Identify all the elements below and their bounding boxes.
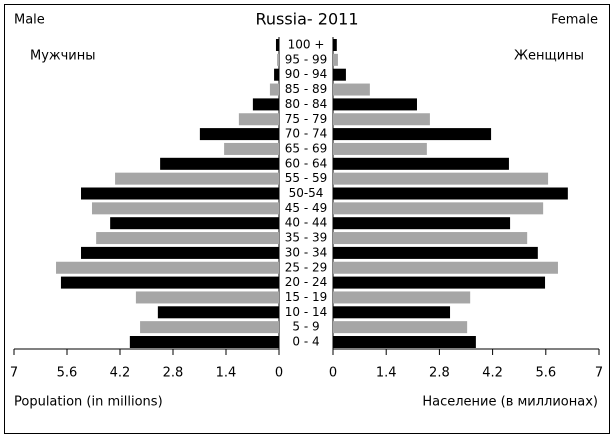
x-tick-label: 5.6 bbox=[535, 366, 556, 381]
x-tick-label: 7 bbox=[595, 366, 603, 381]
bar bbox=[333, 172, 549, 185]
category-label: 75 - 79 bbox=[285, 112, 328, 126]
bar bbox=[224, 142, 279, 155]
x-tick-label: 4.2 bbox=[482, 366, 503, 381]
right-label: Female bbox=[551, 13, 598, 28]
bar bbox=[275, 39, 279, 51]
category-label: 80 - 84 bbox=[285, 97, 328, 111]
bar bbox=[129, 336, 279, 348]
x-tick-label: 0 bbox=[275, 366, 283, 381]
bar bbox=[81, 246, 279, 259]
bar bbox=[333, 142, 427, 155]
x-tick-label: 2.8 bbox=[429, 366, 450, 381]
left-label: Male bbox=[14, 13, 45, 28]
x-tick-label: 2.8 bbox=[163, 366, 184, 381]
bar bbox=[333, 157, 509, 170]
bar bbox=[81, 187, 279, 200]
bar bbox=[199, 128, 279, 141]
category-label: 5 - 9 bbox=[292, 320, 319, 334]
category-label: 90 - 94 bbox=[285, 67, 328, 81]
category-label: 55 - 59 bbox=[285, 171, 328, 185]
category-label: 70 - 74 bbox=[285, 127, 328, 141]
chart-title: Russia- 2011 bbox=[255, 10, 358, 29]
bar bbox=[110, 217, 280, 230]
bar bbox=[135, 291, 279, 304]
x-tick-label: 1.4 bbox=[376, 366, 397, 381]
x-tick-label: 0 bbox=[329, 366, 337, 381]
bar bbox=[333, 336, 476, 348]
bar bbox=[269, 83, 279, 96]
bar bbox=[333, 113, 430, 126]
bar bbox=[238, 113, 279, 126]
bar bbox=[333, 98, 417, 111]
bar bbox=[333, 68, 346, 81]
bar bbox=[333, 291, 471, 304]
x-tick-label: 1.4 bbox=[216, 366, 237, 381]
legend-label: Мужчины bbox=[30, 49, 96, 64]
category-label: 35 - 39 bbox=[285, 231, 328, 245]
bar bbox=[333, 217, 511, 230]
category-label: 95 - 99 bbox=[285, 52, 328, 66]
bar bbox=[333, 39, 337, 51]
bar bbox=[333, 306, 451, 319]
x-axis-label: Население (в миллионах) bbox=[422, 395, 598, 410]
x-tick-label: 5.6 bbox=[57, 366, 78, 381]
x-tick-label: 7 bbox=[10, 366, 18, 381]
bar bbox=[96, 232, 280, 245]
legend-label: Женщины bbox=[514, 49, 584, 64]
bar bbox=[333, 232, 528, 245]
x-axis-label: Population (in millions) bbox=[14, 395, 163, 410]
category-label: 25 - 29 bbox=[285, 260, 328, 274]
bar bbox=[333, 261, 558, 274]
bar bbox=[252, 98, 279, 111]
bar bbox=[333, 321, 468, 334]
bar bbox=[333, 83, 370, 96]
bar bbox=[333, 128, 492, 141]
bar bbox=[277, 53, 279, 66]
category-label: 15 - 19 bbox=[285, 290, 328, 304]
category-label: 30 - 34 bbox=[285, 245, 328, 259]
bar bbox=[115, 172, 279, 185]
frame bbox=[4, 4, 610, 434]
category-label: 40 - 44 bbox=[285, 216, 328, 230]
bar bbox=[91, 202, 279, 215]
category-label: 20 - 24 bbox=[285, 275, 328, 289]
category-label: 0 - 4 bbox=[292, 335, 319, 349]
bar bbox=[274, 68, 279, 81]
category-label: 100 + bbox=[288, 38, 325, 52]
x-tick-label: 4.2 bbox=[110, 366, 131, 381]
bar bbox=[333, 53, 338, 66]
bar bbox=[160, 157, 279, 170]
category-label: 85 - 89 bbox=[285, 82, 328, 96]
bar bbox=[333, 187, 568, 200]
bar bbox=[60, 276, 279, 289]
category-label: 10 - 14 bbox=[285, 305, 328, 319]
category-label: 45 - 49 bbox=[285, 201, 328, 215]
bar bbox=[333, 246, 538, 259]
bar bbox=[140, 321, 279, 334]
bar bbox=[56, 261, 280, 274]
category-label: 60 - 64 bbox=[285, 156, 328, 170]
bar bbox=[333, 276, 546, 289]
category-label: 50-54 bbox=[289, 186, 324, 200]
bar bbox=[333, 202, 544, 215]
category-label: 65 - 69 bbox=[285, 141, 328, 155]
bar bbox=[157, 306, 279, 319]
